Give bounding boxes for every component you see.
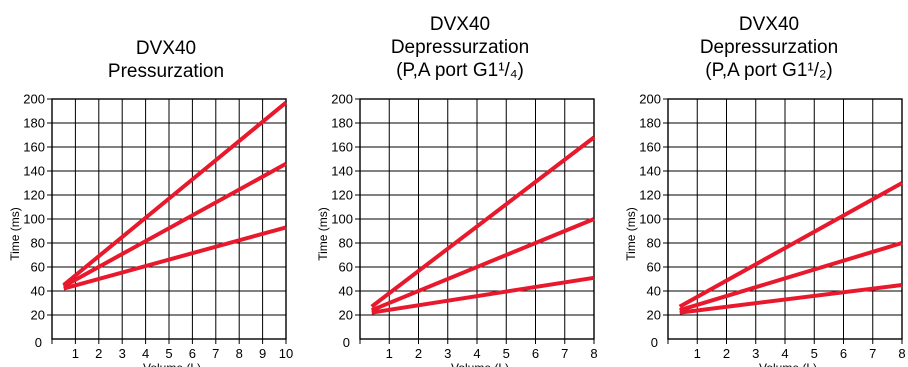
x-tick-label: 10 (279, 346, 293, 361)
x-axis-label: Volume (L) (451, 361, 509, 367)
x-tick-label: 6 (189, 346, 196, 361)
y-tick-label: 140 (639, 164, 661, 179)
y-tick-label: 60 (339, 260, 353, 275)
x-tick-label: 2 (723, 346, 730, 361)
chart-title-line: DVX40 (430, 14, 490, 35)
y-axis-label: Time (ms) (316, 207, 330, 261)
x-tick-label: 0 (35, 335, 42, 350)
series-line-1 (370, 135, 596, 309)
x-tick-label: 8 (898, 346, 905, 361)
series-line-3 (679, 283, 903, 315)
y-axis-label: Time (ms) (624, 207, 638, 261)
y-tick-label: 180 (23, 116, 45, 131)
y-tick-label: 60 (31, 260, 45, 275)
y-tick-label: 140 (23, 164, 45, 179)
x-tick-label: 8 (590, 346, 597, 361)
x-tick-label: 7 (869, 346, 876, 361)
x-tick-label: 1 (694, 346, 701, 361)
x-tick-label: 3 (444, 346, 451, 361)
y-tick-label: 20 (647, 308, 661, 323)
y-tick-label: 100 (331, 212, 353, 227)
chart-title-line: DVX40 (136, 38, 196, 59)
x-tick-label: 1 (386, 346, 393, 361)
y-tick-label: 80 (647, 236, 661, 251)
y-tick-label: 80 (31, 236, 45, 251)
y-tick-label: 100 (639, 212, 661, 227)
x-axis-label: Volume (L) (143, 361, 201, 367)
y-tick-label: 120 (331, 188, 353, 203)
y-tick-label: 160 (639, 140, 661, 155)
x-tick-label: 4 (781, 346, 788, 361)
y-tick-label: 40 (31, 284, 45, 299)
x-tick-label: 0 (343, 335, 350, 350)
y-tick-label: 80 (339, 236, 353, 251)
y-tick-label: 20 (31, 308, 45, 323)
chart-title-line: Depressurzation (700, 37, 838, 58)
x-tick-label: 3 (119, 346, 126, 361)
y-tick-label: 160 (331, 140, 353, 155)
x-tick-label: 7 (212, 346, 219, 361)
chart-title-line: DVX40 (739, 14, 799, 35)
y-tick-label: 120 (639, 188, 661, 203)
y-axis-label: Time (ms) (8, 207, 22, 261)
chart-title-line: (P,A port G1¹/₄) (396, 60, 524, 81)
chart-title-line: (P,A port G1¹/₂) (705, 60, 832, 81)
y-tick-label: 40 (647, 284, 661, 299)
series-line-1 (678, 181, 903, 309)
y-tick-label: 200 (639, 92, 661, 107)
x-axis-label: Volume (L) (759, 361, 817, 367)
y-tick-label: 200 (23, 92, 45, 107)
y-tick-label: 180 (331, 116, 353, 131)
x-tick-label: 2 (95, 346, 102, 361)
y-tick-label: 140 (331, 164, 353, 179)
y-tick-label: 200 (331, 92, 353, 107)
x-tick-label: 6 (840, 346, 847, 361)
x-tick-label: 7 (561, 346, 568, 361)
x-tick-label: 1 (72, 346, 79, 361)
y-tick-label: 160 (23, 140, 45, 155)
series-line-1 (62, 101, 288, 287)
x-tick-label: 4 (473, 346, 480, 361)
x-tick-label: 5 (165, 346, 172, 361)
series-line-2 (679, 241, 903, 313)
x-tick-label: 4 (142, 346, 149, 361)
chart-title-line: Depressurzation (391, 37, 529, 58)
y-tick-label: 60 (647, 260, 661, 275)
y-tick-label: 20 (339, 308, 353, 323)
x-tick-label: 5 (811, 346, 818, 361)
series-line-3 (371, 275, 595, 315)
y-tick-label: 180 (639, 116, 661, 131)
x-tick-label: 6 (532, 346, 539, 361)
x-tick-label: 8 (236, 346, 243, 361)
chart-title-line: Pressurzation (108, 61, 224, 82)
y-tick-label: 40 (339, 284, 353, 299)
y-tick-label: 120 (23, 188, 45, 203)
x-tick-label: 5 (503, 346, 510, 361)
x-tick-label: 0 (651, 335, 658, 350)
series-line-2 (62, 162, 287, 288)
y-tick-label: 100 (23, 212, 45, 227)
x-tick-label: 2 (415, 346, 422, 361)
series-line-2 (370, 217, 595, 313)
x-tick-label: 3 (752, 346, 759, 361)
series-line-3 (63, 225, 287, 291)
x-tick-label: 9 (259, 346, 266, 361)
